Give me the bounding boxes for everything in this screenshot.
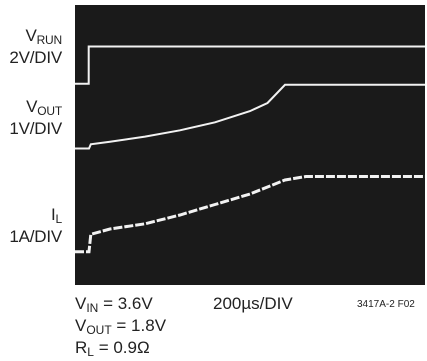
condition-vin-symbol: V <box>75 294 87 313</box>
vout-symbol: V <box>26 97 38 116</box>
condition-vin: VIN = 3.6V <box>75 295 166 317</box>
condition-rl-sub: L <box>87 345 94 359</box>
scope-screen <box>75 5 425 285</box>
il-sub: L <box>55 212 63 226</box>
figure-code: 3417A-2 F02 <box>357 299 415 310</box>
condition-vin-value: = 3.6V <box>98 294 153 313</box>
vout-sub: OUT <box>37 104 62 118</box>
condition-rl-value: = 0.9Ω <box>93 338 150 357</box>
trace-label-vrun: VRUN 2V/DIV <box>0 27 62 67</box>
trace-vout <box>75 83 425 150</box>
condition-vout: VOUT = 1.8V <box>75 317 166 339</box>
il-symbol: I <box>50 205 56 224</box>
trace-label-vout: VOUT 1V/DIV <box>0 98 62 138</box>
vrun-symbol: V <box>25 26 37 45</box>
vout-scale: 1V/DIV <box>9 119 62 138</box>
conditions-block: VIN = 3.6V VOUT = 1.8V RL = 0.9Ω <box>75 295 166 361</box>
condition-rl-symbol: R <box>75 338 88 357</box>
time-scale: 200µs/DIV <box>213 294 293 313</box>
condition-vout-value: = 1.8V <box>111 316 167 335</box>
vrun-scale: 2V/DIV <box>9 48 62 67</box>
condition-vout-sub: OUT <box>86 323 112 337</box>
condition-vin-sub: IN <box>86 301 99 315</box>
trace-label-il: IL 1A/DIV <box>0 206 62 246</box>
condition-rl: RL = 0.9Ω <box>75 339 166 361</box>
trace-il <box>75 175 425 254</box>
scope-plot <box>75 45 425 254</box>
vrun-sub: RUN <box>36 33 63 47</box>
condition-vout-symbol: V <box>75 316 87 335</box>
il-scale: 1A/DIV <box>9 227 62 246</box>
trace-vrun <box>75 45 425 85</box>
